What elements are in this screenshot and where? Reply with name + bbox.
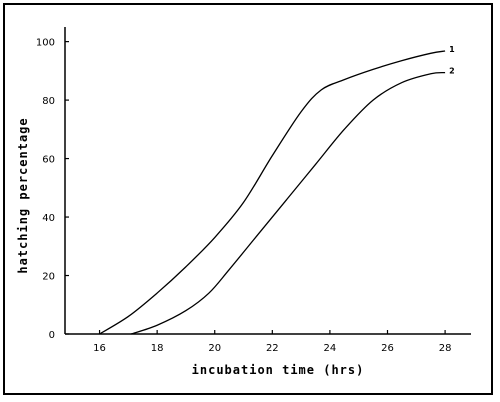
x-tick-label: 28 <box>439 343 452 354</box>
x-axis-title: incubation time (hrs) <box>192 363 365 377</box>
y-tick-label: 20 <box>42 272 55 283</box>
y-tick-label: 80 <box>42 96 55 107</box>
x-tick-label: 24 <box>324 343 337 354</box>
series-label-2: 2 <box>449 67 455 76</box>
x-axis-ticks: 16 18 20 22 24 26 28 <box>93 330 451 354</box>
x-tick-label: 26 <box>381 343 394 354</box>
y-axis-title: hatching percentage <box>16 117 30 273</box>
y-axis-ticks: 0 20 40 60 80 100 <box>36 38 69 341</box>
y-tick-label: 100 <box>36 38 55 49</box>
x-tick-label: 20 <box>208 343 221 354</box>
series-label-1: 1 <box>449 45 455 54</box>
x-tick-label: 22 <box>266 343 279 354</box>
series-line-2 <box>131 71 446 335</box>
figure-frame <box>3 3 493 395</box>
y-tick-label: 0 <box>49 330 55 341</box>
x-tick-label: 18 <box>151 343 164 354</box>
x-tick-label: 16 <box>93 343 106 354</box>
series-line-1 <box>99 50 446 335</box>
y-tick-label: 60 <box>42 155 55 166</box>
y-tick-label: 40 <box>42 213 55 224</box>
series-lines: 12 <box>99 45 455 335</box>
